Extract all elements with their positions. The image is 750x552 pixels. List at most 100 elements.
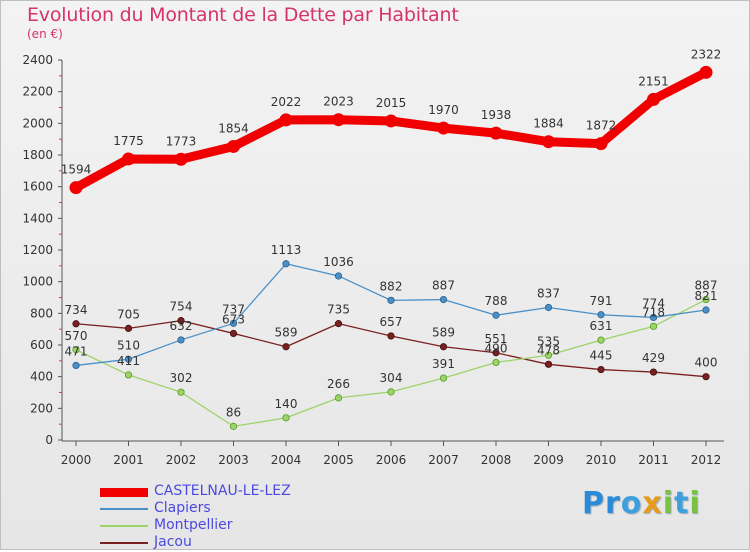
- data-point-castelnau-le-lez: [437, 121, 450, 135]
- data-point-castelnau-le-lez: [699, 65, 713, 79]
- chart-legend: CASTELNAU-LE-LEZ Clapiers Montpellier Jacou: [100, 483, 360, 552]
- data-label-jacou: 705: [117, 307, 140, 321]
- data-point-jacou: [229, 329, 238, 338]
- data-point-jacou: [649, 368, 658, 376]
- data-point-clapiers: [597, 311, 605, 319]
- data-point-jacou: [177, 317, 185, 325]
- data-label-jacou: 551: [485, 332, 508, 346]
- data-point-montpellier: [702, 295, 710, 304]
- data-point-montpellier: [544, 351, 553, 359]
- data-point-clapiers: [124, 355, 133, 363]
- legend-item-montpellier: Montpellier: [100, 517, 360, 535]
- legend-label: Clapiers: [154, 500, 211, 516]
- data-label-castelnau-le-lez: 2022: [271, 95, 302, 109]
- legend-swatch: [100, 508, 148, 510]
- data-point-jacou: [544, 360, 553, 368]
- data-label-montpellier: 887: [695, 279, 718, 293]
- data-label-jacou: 589: [432, 326, 455, 340]
- data-point-jacou: [282, 343, 290, 351]
- data-label-castelnau-le-lez: 1775: [113, 134, 144, 148]
- data-label-clapiers: 887: [432, 279, 455, 293]
- x-tick-label: 2000: [61, 453, 92, 467]
- data-label-castelnau-le-lez: 1938: [481, 108, 512, 122]
- data-point-clapiers: [649, 313, 658, 322]
- data-point-clapiers: [72, 361, 80, 370]
- data-label-montpellier: 391: [432, 357, 455, 371]
- data-label-jacou: 734: [65, 303, 88, 317]
- data-point-jacou: [597, 365, 605, 374]
- data-label-clapiers: 510: [117, 338, 140, 352]
- y-tick-label: 1000: [22, 275, 53, 289]
- data-label-clapiers: 821: [695, 289, 718, 303]
- x-tick-label: 2011: [638, 453, 669, 467]
- data-label-montpellier: 302: [170, 371, 193, 385]
- data-point-jacou: [492, 349, 500, 357]
- data-label-montpellier: 631: [590, 319, 613, 333]
- data-label-clapiers: 837: [537, 286, 560, 300]
- data-point-clapiers: [334, 272, 343, 280]
- data-point-castelnau-le-lez: [332, 113, 345, 127]
- data-label-jacou: 589: [275, 326, 298, 340]
- data-point-castelnau-le-lez: [384, 114, 398, 128]
- data-point-montpellier: [387, 388, 395, 396]
- data-point-clapiers: [439, 295, 448, 304]
- data-point-montpellier: [439, 374, 448, 382]
- data-label-clapiers: 471: [65, 344, 88, 358]
- chart-title: Evolution du Montant de la Dette par Hab…: [27, 4, 459, 26]
- legend-item-clapiers: Clapiers: [100, 500, 360, 518]
- data-label-castelnau-le-lez: 1854: [218, 121, 249, 135]
- x-tick-label: 2003: [218, 453, 249, 467]
- y-tick-label: 2000: [22, 116, 53, 130]
- data-point-clapiers: [492, 311, 500, 319]
- data-point-jacou: [334, 320, 343, 328]
- data-point-castelnau-le-lez: [69, 181, 83, 195]
- x-tick-label: 2010: [586, 453, 617, 467]
- data-label-clapiers: 632: [170, 319, 193, 333]
- data-point-montpellier: [282, 414, 290, 422]
- legend-swatch: [100, 542, 148, 544]
- y-tick-label: 400: [30, 370, 53, 384]
- data-label-montpellier: 718: [642, 305, 665, 319]
- data-point-jacou: [439, 343, 448, 351]
- y-tick-label: 2200: [22, 85, 53, 99]
- data-label-montpellier: 411: [117, 354, 140, 368]
- data-label-castelnau-le-lez: 2023: [323, 95, 354, 109]
- data-label-castelnau-le-lez: 1970: [428, 103, 459, 117]
- data-label-montpellier: 570: [65, 329, 88, 343]
- data-label-clapiers: 1113: [271, 243, 302, 257]
- data-label-clapiers: 737: [222, 302, 245, 316]
- x-tick-label: 2009: [533, 453, 564, 467]
- data-label-jacou: 673: [222, 312, 245, 326]
- data-label-castelnau-le-lez: 2015: [376, 96, 407, 110]
- data-label-jacou: 429: [642, 351, 665, 365]
- data-label-castelnau-le-lez: 2322: [691, 47, 722, 61]
- data-label-jacou: 445: [590, 349, 613, 363]
- y-tick-label: 1400: [22, 211, 53, 225]
- data-label-clapiers: 1036: [323, 255, 354, 269]
- data-point-castelnau-le-lez: [489, 126, 503, 140]
- data-label-jacou: 400: [695, 356, 718, 370]
- data-label-clapiers: 882: [380, 279, 403, 293]
- data-label-castelnau-le-lez: 1773: [166, 134, 197, 148]
- y-tick-label: 600: [30, 338, 53, 352]
- y-tick-label: 1200: [22, 243, 53, 257]
- data-point-jacou: [72, 320, 80, 328]
- x-tick-label: 2007: [428, 453, 459, 467]
- data-label-castelnau-le-lez: 1872: [586, 119, 617, 133]
- data-point-montpellier: [229, 422, 238, 430]
- legend-label: Montpellier: [154, 517, 233, 533]
- data-label-jacou: 754: [170, 300, 193, 314]
- data-point-castelnau-le-lez: [542, 135, 555, 149]
- data-point-clapiers: [387, 296, 395, 304]
- data-label-montpellier: 304: [380, 371, 403, 385]
- data-point-montpellier: [597, 336, 605, 344]
- data-label-montpellier: 535: [537, 334, 560, 348]
- y-tick-label: 1800: [22, 148, 53, 162]
- data-point-clapiers: [177, 336, 185, 344]
- y-tick-label: 2400: [22, 53, 53, 67]
- data-point-castelnau-le-lez: [122, 152, 135, 166]
- data-label-jacou: 735: [327, 303, 350, 317]
- legend-label: CASTELNAU-LE-LEZ: [154, 483, 291, 499]
- data-point-castelnau-le-lez: [279, 113, 293, 127]
- chart-subtitle: (en €): [27, 27, 63, 41]
